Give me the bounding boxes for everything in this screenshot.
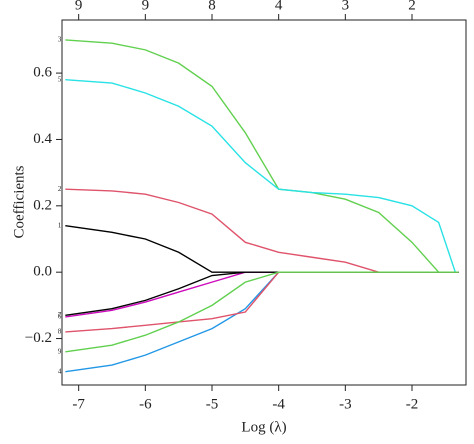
top-tick-label: 2: [408, 0, 416, 13]
coef-path: [65, 271, 459, 373]
coef-path: [65, 271, 459, 318]
coef-path: [65, 39, 459, 273]
series-label: 6: [58, 313, 62, 321]
coef-path: [65, 271, 459, 333]
series-label: 5: [58, 75, 62, 83]
x-tick-label: -7: [72, 396, 85, 412]
x-tick-label: -4: [272, 396, 285, 412]
x-tick-label: -5: [206, 396, 219, 412]
x-tick-label: -6: [139, 396, 152, 412]
series-label: 1: [58, 221, 62, 229]
series-label: 4: [58, 367, 62, 375]
y-tick-label: −0.2: [25, 330, 52, 346]
x-tick-label: -2: [406, 396, 419, 412]
coef-path: [65, 271, 459, 353]
y-tick-label: 0.0: [33, 264, 52, 280]
series-label: 2: [58, 185, 62, 193]
y-tick-label: 0.4: [33, 131, 52, 147]
x-tick-label: -3: [339, 396, 352, 412]
top-tick-label: 9: [142, 0, 150, 13]
coef-path: [65, 225, 459, 273]
y-tick-label: 0.2: [33, 197, 52, 213]
top-tick-label: 4: [275, 0, 283, 13]
plot-frame: [61, 19, 467, 386]
x-axis-label: Log (λ): [241, 419, 286, 435]
coef-path: [65, 271, 459, 317]
series-label: 7: [58, 311, 62, 319]
y-tick-label: 0.6: [33, 65, 52, 81]
top-tick-label: 9: [75, 0, 83, 13]
coef-path: [65, 79, 459, 273]
series-label: 9: [58, 347, 62, 355]
series-label: 3: [58, 36, 62, 44]
y-axis-label: Coefficients: [11, 165, 27, 238]
series-label: 8: [58, 328, 62, 336]
top-tick-label: 3: [342, 0, 350, 13]
top-tick-label: 8: [208, 0, 216, 13]
